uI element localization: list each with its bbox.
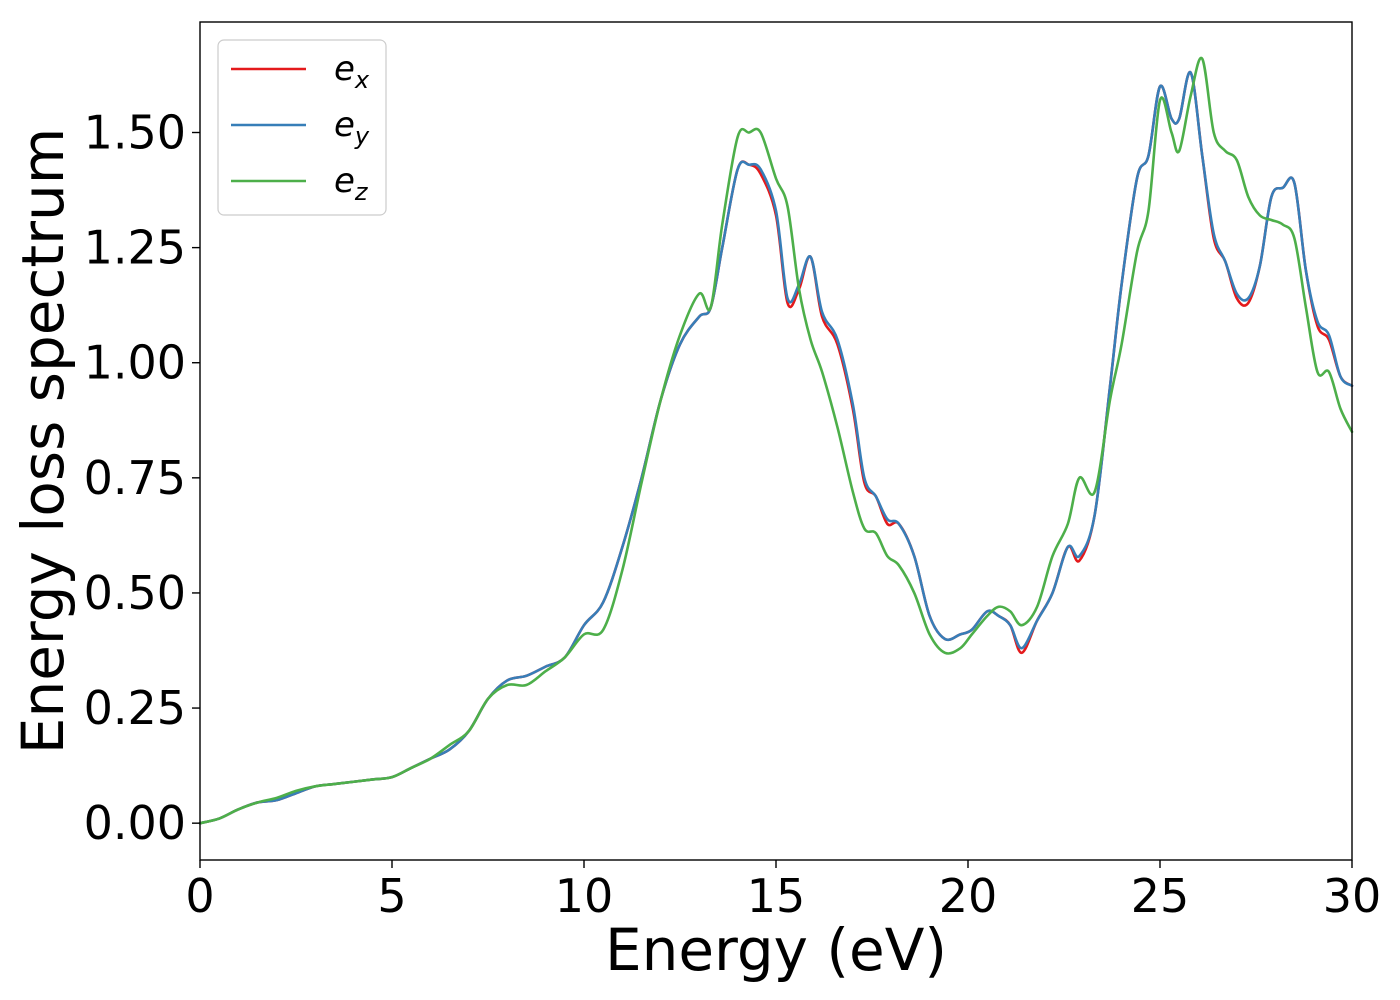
legend-label-subscript: z bbox=[354, 178, 369, 206]
legend-box bbox=[217, 39, 387, 216]
legend-label: ez bbox=[334, 161, 369, 206]
y-tick-label: 1.50 bbox=[84, 106, 186, 160]
data-layer bbox=[198, 56, 1354, 825]
y-tick-label: 0.75 bbox=[84, 451, 186, 505]
x-tick-label: 25 bbox=[1131, 869, 1190, 923]
legend-label-main: e bbox=[334, 105, 355, 145]
x-tick-label: 5 bbox=[377, 869, 406, 923]
x-axis-title: Energy (eV) bbox=[605, 916, 947, 984]
legend-label: ey bbox=[334, 105, 370, 150]
y-axis-title: Energy loss spectrum bbox=[9, 128, 77, 754]
series-line-ez bbox=[198, 56, 1354, 825]
legend-label: ex bbox=[334, 49, 370, 94]
y-tick-label: 0.50 bbox=[84, 566, 186, 620]
x-tick-label: 15 bbox=[747, 869, 806, 923]
x-tick-label: 20 bbox=[939, 869, 998, 923]
y-tick-label: 0.25 bbox=[84, 681, 186, 735]
y-tick-label: 0.00 bbox=[84, 796, 186, 850]
x-axis-ticks: 0 5 10 15 20 25 30 bbox=[185, 860, 1381, 923]
x-tick-label: 10 bbox=[555, 869, 614, 923]
y-tick-label: 1.00 bbox=[84, 336, 186, 390]
legend-label-main: e bbox=[334, 49, 355, 89]
y-tick-label: 1.25 bbox=[84, 221, 186, 275]
x-tick-label: 0 bbox=[185, 869, 214, 923]
series-line-ey bbox=[198, 71, 1354, 825]
legend-label-subscript: x bbox=[354, 66, 370, 94]
x-tick-label: 30 bbox=[1323, 869, 1382, 923]
legend-label-main: e bbox=[334, 161, 355, 201]
y-axis-ticks: 0.00 0.25 0.50 0.75 1.00 1.25 1.50 bbox=[84, 106, 200, 850]
legend-label-subscript: y bbox=[354, 122, 370, 150]
